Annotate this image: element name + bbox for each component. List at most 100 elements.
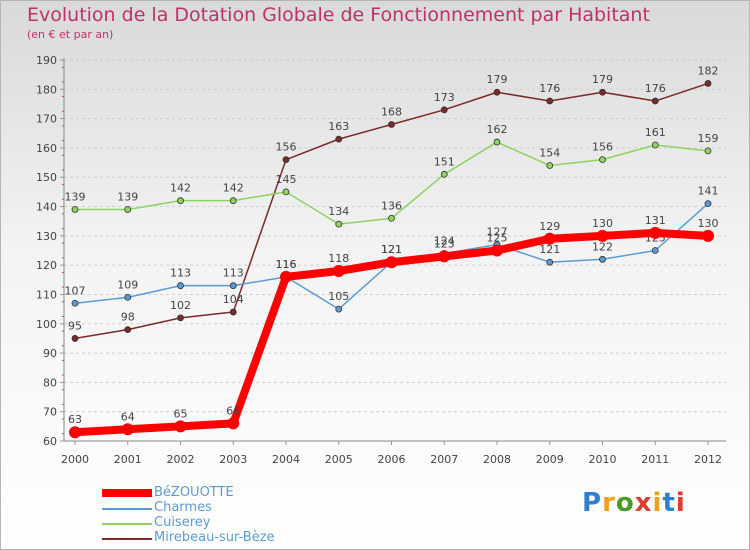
data-label: 129 xyxy=(539,220,560,233)
data-point xyxy=(599,255,606,263)
data-point xyxy=(493,138,501,146)
x-tick-label: 2007 xyxy=(430,453,458,466)
legend-swatch xyxy=(102,538,152,540)
y-tick-label: 140 xyxy=(36,201,57,214)
data-point xyxy=(335,220,343,228)
data-point xyxy=(177,314,184,322)
data-point xyxy=(332,265,345,278)
data-label: 139 xyxy=(65,190,86,203)
x-tick-label: 2012 xyxy=(694,453,722,466)
logo-letter: r xyxy=(602,488,616,518)
data-point xyxy=(651,97,659,105)
x-tick-label: 2004 xyxy=(272,453,300,466)
data-point xyxy=(543,232,556,245)
data-label: 156 xyxy=(276,141,297,154)
data-point xyxy=(651,141,659,149)
data-label: 95 xyxy=(68,319,82,332)
data-label: 168 xyxy=(381,105,402,118)
data-label: 161 xyxy=(645,126,666,139)
legend-label: Charmes xyxy=(154,500,212,515)
x-tick-label: 2005 xyxy=(325,453,353,466)
data-point xyxy=(493,88,501,96)
data-point xyxy=(704,80,712,87)
y-tick-label: 60 xyxy=(43,435,57,448)
logo-letter: i xyxy=(675,488,686,518)
data-label: 102 xyxy=(170,299,191,312)
chart-title: Evolution de la Dotation Globale de Fonc… xyxy=(27,4,650,26)
y-tick-label: 170 xyxy=(36,113,57,126)
data-point xyxy=(71,335,79,342)
legend-swatch xyxy=(102,489,152,497)
data-label: 127 xyxy=(487,226,508,239)
data-label: 123 xyxy=(434,237,455,250)
y-tick-label: 80 xyxy=(43,376,57,389)
data-label: 173 xyxy=(434,91,455,104)
data-point xyxy=(121,423,134,436)
data-point xyxy=(704,147,712,155)
x-tick-label: 2000 xyxy=(61,453,89,466)
proxiti-logo: Proxiti xyxy=(582,488,686,518)
x-tick-label: 2008 xyxy=(483,453,511,466)
data-label: 179 xyxy=(592,73,613,86)
data-point xyxy=(229,197,237,205)
data-label: 64 xyxy=(121,410,135,423)
data-label: 105 xyxy=(328,290,349,303)
data-point xyxy=(596,229,609,242)
data-point xyxy=(124,293,132,301)
data-label: 141 xyxy=(698,185,719,198)
data-label: 98 xyxy=(121,311,135,324)
x-tick-label: 2009 xyxy=(536,453,564,466)
data-label: 159 xyxy=(698,132,719,145)
data-point xyxy=(649,226,662,239)
logo-letter: t xyxy=(662,488,676,518)
data-label: 107 xyxy=(65,284,86,297)
data-point xyxy=(546,162,554,169)
data-label: 124 xyxy=(434,234,455,247)
data-point xyxy=(546,258,554,266)
x-tick-label: 2003 xyxy=(219,453,247,466)
data-point xyxy=(177,282,184,290)
logo-letter: x xyxy=(634,488,653,518)
x-tick-label: 2001 xyxy=(114,453,142,466)
data-label: 156 xyxy=(592,141,613,154)
legend-swatch xyxy=(102,508,152,510)
data-label: 118 xyxy=(328,252,349,265)
data-label: 113 xyxy=(170,267,191,280)
y-tick-label: 150 xyxy=(36,171,57,184)
x-tick-label: 2002 xyxy=(167,453,195,466)
data-point xyxy=(229,282,237,290)
data-point xyxy=(124,206,132,213)
data-point xyxy=(385,256,398,269)
data-point xyxy=(599,88,606,96)
data-point xyxy=(177,197,184,205)
legend-swatch xyxy=(102,523,152,525)
data-label: 66 xyxy=(226,404,240,417)
x-tick-label: 2010 xyxy=(589,453,617,466)
y-tick-label: 160 xyxy=(36,142,57,155)
y-tick-label: 120 xyxy=(36,259,57,272)
data-point xyxy=(651,247,659,254)
data-label: 176 xyxy=(539,82,560,95)
data-point xyxy=(280,270,292,283)
data-label: 63 xyxy=(68,413,82,426)
data-label: 113 xyxy=(223,267,244,280)
data-label: 154 xyxy=(539,147,560,160)
y-tick-label: 100 xyxy=(36,318,57,331)
data-point xyxy=(71,299,79,307)
data-label: 142 xyxy=(223,182,244,195)
data-point xyxy=(124,326,132,334)
data-label: 151 xyxy=(434,155,455,168)
data-label: 65 xyxy=(174,407,188,420)
data-label: 122 xyxy=(592,240,613,253)
y-tick-label: 180 xyxy=(36,83,57,96)
data-label: 130 xyxy=(592,217,613,230)
data-point xyxy=(388,121,395,128)
data-label: 109 xyxy=(117,278,138,291)
data-point xyxy=(227,417,240,430)
chart-subtitle: (en € et par an) xyxy=(27,28,114,41)
data-point xyxy=(599,156,606,164)
data-point xyxy=(440,106,448,114)
data-label: 130 xyxy=(698,217,719,230)
legend-label: BéZOUOTTE xyxy=(154,485,234,500)
